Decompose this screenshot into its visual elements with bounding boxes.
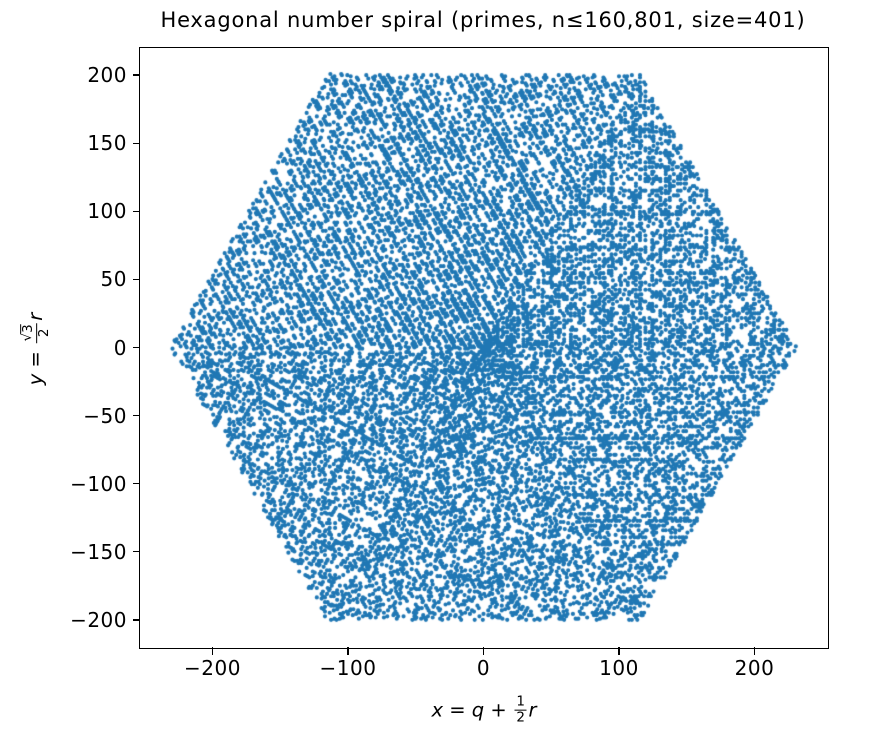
y-tick-label: −150 — [70, 539, 127, 564]
fraction-denominator: 2 — [36, 328, 52, 338]
y-tick-label: 0 — [113, 335, 127, 360]
one-half-fraction: 1 2 — [514, 693, 527, 726]
y-axis-label: y = √ 3 2 r — [19, 312, 52, 386]
scatter-canvas — [140, 48, 827, 647]
y-tick-mark — [132, 550, 140, 553]
plot-area — [140, 48, 827, 647]
y-tick-label: −200 — [70, 607, 127, 632]
x-axis-label: x = q + 1 2 r — [431, 693, 537, 726]
x-tick-mark — [347, 647, 349, 655]
y-tick-mark — [132, 278, 140, 281]
y-tick-mark — [132, 414, 140, 417]
x-tick-label: 0 — [476, 656, 491, 680]
chart-title: Hexagonal number spiral (primes, n≤160,8… — [160, 8, 806, 32]
y-tick-label: 50 — [100, 267, 127, 292]
x-tick-label: 200 — [734, 656, 775, 680]
y-tick-label: 150 — [87, 131, 127, 156]
y-tick-label: 200 — [87, 63, 127, 88]
y-tick-label: −100 — [70, 471, 127, 496]
x-tick-mark — [482, 647, 485, 655]
x-axis-label-suffix: r — [528, 698, 537, 722]
x-tick-mark — [618, 647, 620, 655]
y-axis-label-prefix: y = — [24, 344, 48, 386]
x-tick-label: 100 — [599, 656, 639, 680]
y-tick-mark — [132, 142, 140, 145]
y-tick-mark — [132, 74, 140, 76]
y-tick-mark — [132, 619, 140, 621]
y-tick-label: −50 — [83, 403, 127, 428]
y-tick-mark — [132, 346, 140, 349]
fraction-numerator: 1 — [516, 693, 525, 710]
fraction-denominator: 2 — [516, 709, 525, 726]
x-tick-label: −100 — [319, 656, 377, 680]
y-tick-label: 100 — [87, 199, 127, 224]
x-tick-mark — [753, 647, 756, 655]
radicand: 3 — [20, 324, 37, 333]
x-axis-label-prefix: x = q + — [431, 698, 513, 722]
y-axis-label-suffix: r — [24, 312, 48, 321]
y-tick-mark — [132, 482, 140, 485]
x-tick-mark — [211, 647, 214, 655]
y-tick-mark — [132, 210, 140, 213]
sqrt3-over-2-fraction: √ 3 2 — [19, 322, 52, 343]
x-tick-label: −200 — [184, 656, 241, 680]
radical-sign: √ — [19, 332, 36, 342]
